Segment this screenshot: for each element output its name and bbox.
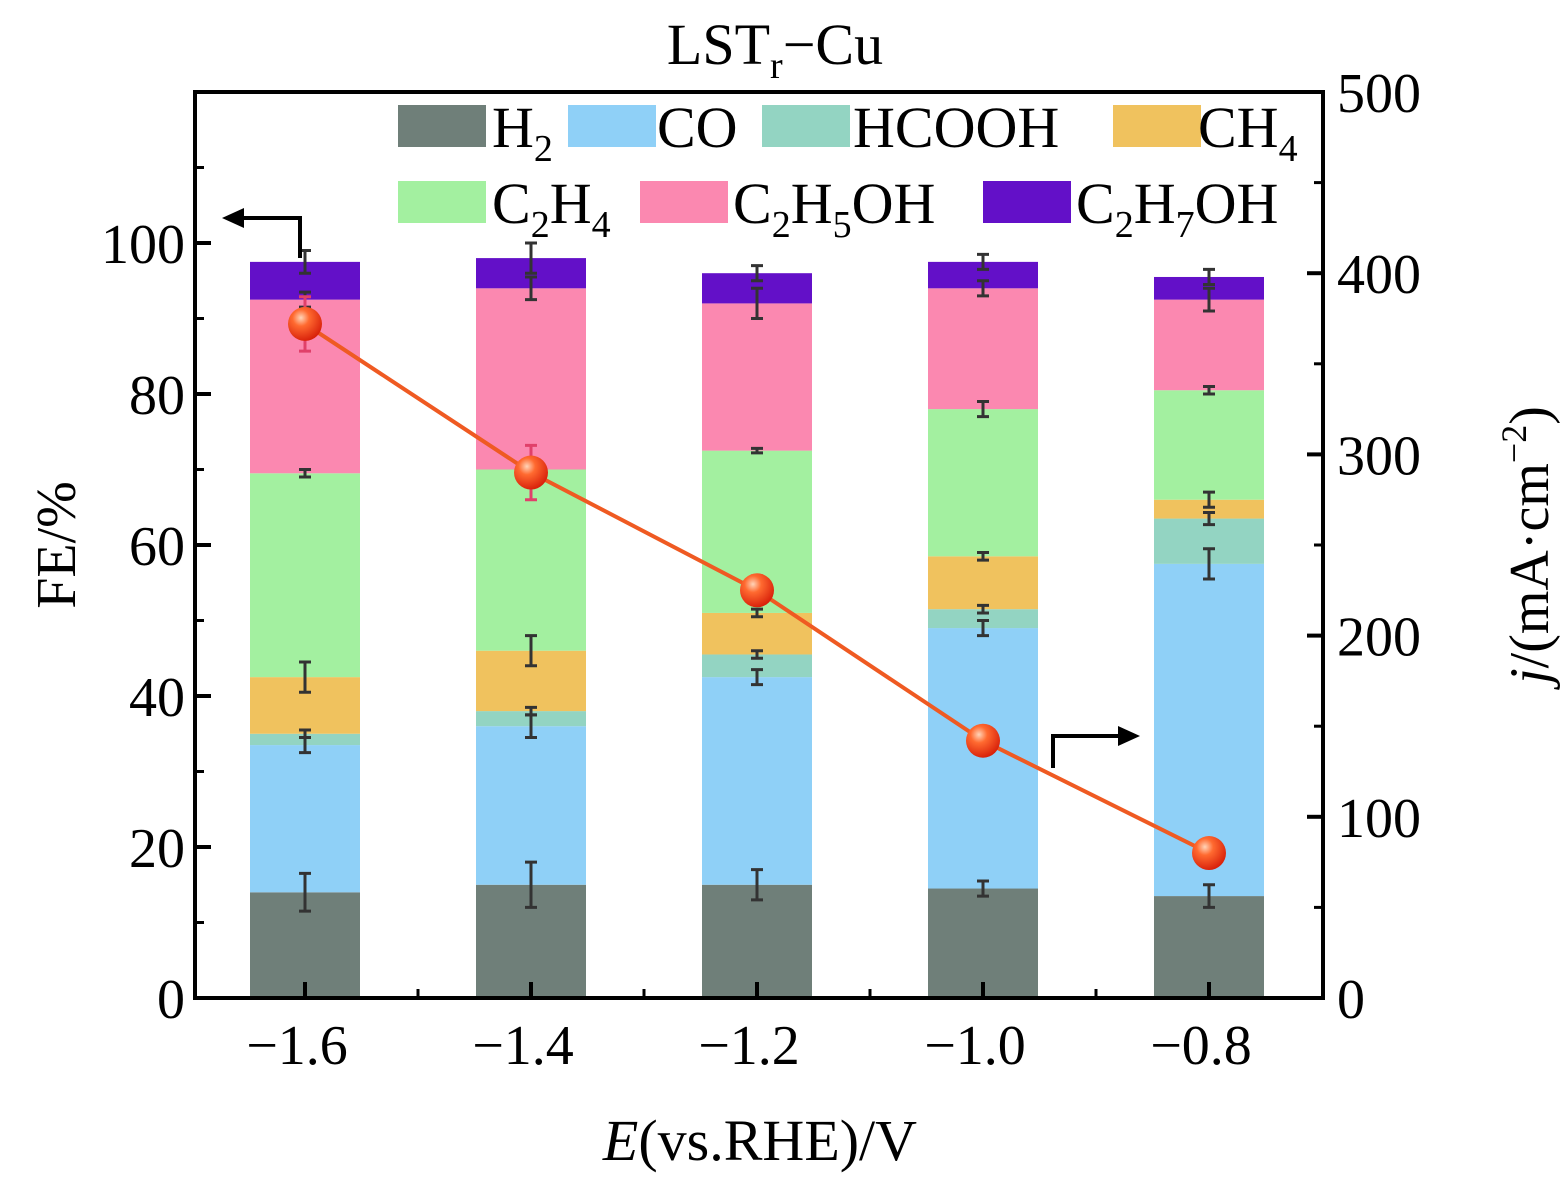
error-bar-c2h4-2 [751,446,763,455]
error-bar-hcooh-0 [299,728,311,740]
error-bar-c2h5oh-1 [525,275,537,302]
legend-label-co: CO [657,95,738,160]
error-bar-h2-3 [977,879,989,898]
error-bar-c2h7oh-2 [751,264,763,283]
y-tick-label-0: 0 [157,969,185,1031]
bar-c2h4-0 [250,473,360,678]
current-density-point-0 [288,306,322,341]
legend-label-c2h7oh: C2H7OH [1076,171,1278,246]
bar-c2h5oh-2 [702,303,812,451]
y-tick-label-1: 20 [129,818,185,880]
legend-swatch-co [568,105,656,147]
bar-c2h4-3 [928,409,1038,557]
bar-c2h5oh-1 [476,288,586,470]
chart-title: LSTr−Cu [667,12,883,87]
left-axis-arrowhead [222,208,244,228]
y-tick-label-4: 80 [129,365,185,427]
error-bar-ch4-4 [1203,490,1215,509]
error-bar-hcooh-4 [1203,511,1215,527]
error-bar-c2h5oh-4 [1203,286,1215,313]
right-axis-arrowhead [1118,726,1140,746]
bar-c2h4-4 [1154,390,1264,500]
bar-ch4-3 [928,556,1038,610]
legend-label-c2h4: C2H4 [492,171,611,246]
error-bar-hcooh-2 [751,649,763,660]
bar-c2h5oh-4 [1154,299,1264,391]
error-bar-co-2 [751,668,763,687]
error-bars-layer [299,241,1215,913]
legend-swatch-h2 [398,105,486,147]
y-axis-title: FE/% [26,481,88,609]
error-bar-co-3 [977,619,989,638]
error-bar-c2h5oh-2 [751,286,763,320]
bar-co-1 [476,726,586,885]
bar-h2-3 [928,888,1038,998]
y2-axis-title: j/(mA·cm−2) [1494,406,1561,690]
error-bar-ch4-2 [751,607,763,619]
y2-tick-label-3: 300 [1337,425,1421,487]
legend-label-c2h5oh: C2H5OH [733,171,935,246]
legend-swatch-c2h5oh [640,181,728,223]
error-bar-ch4-3 [977,551,989,562]
y2-tick-label-5: 500 [1337,63,1421,125]
bar-co-2 [702,677,812,885]
axes-layer: 0 20 40 60 80 100 0 100 200 300 400 500 −1.6 −1.4 −1.2… [101,63,1421,1077]
error-bar-c2h4-3 [977,400,989,419]
legend: H2 CO HCOOH CH4 C2H4 C2H5OH C2H7OH [398,95,1298,246]
x-tick-label-1: −1.4 [472,1015,574,1077]
bar-hcooh-3 [928,609,1038,629]
error-bar-c2h4-4 [1203,384,1215,396]
x-tick-label-0: −1.6 [246,1015,348,1077]
x-tick-label-4: −0.8 [1150,1015,1252,1077]
y-tick-label-2: 40 [129,667,185,729]
x-tick-label-2: −1.2 [698,1015,800,1077]
y2-tick-label-0: 0 [1337,969,1365,1031]
x-tick-label-3: −1.0 [924,1015,1026,1077]
y2-tick-label-1: 100 [1337,788,1421,850]
bar-hcooh-2 [702,654,812,678]
bar-h2-2 [702,884,812,998]
y2-tick-label-2: 200 [1337,607,1421,669]
error-bar-c2h7oh-4 [1203,267,1215,287]
legend-swatch-c2h7oh [983,181,1071,223]
error-bar-c2h7oh-1 [525,241,537,275]
legend-swatch-hcooh [762,105,850,147]
legend-swatch-ch4 [1113,105,1201,147]
bar-h2-4 [1154,896,1264,998]
bar-c2h5oh-3 [928,288,1038,410]
error-bar-hcooh-3 [977,603,989,615]
current-density-point-4 [1192,836,1226,871]
legend-label-h2: H2 [492,95,553,170]
legend-label-hcooh: HCOOH [853,95,1059,160]
left-axis-arrow [238,216,302,258]
bar-co-0 [250,745,360,893]
x-axis-title: E(vs.RHE)/V [602,1108,917,1173]
error-bar-hcooh-1 [525,705,537,717]
current-density-line-layer [288,295,1226,871]
error-bar-ch4-1 [525,634,537,668]
error-bar-h2-4 [1203,883,1215,909]
error-bar-ch4-0 [299,660,311,694]
bar-ch4-2 [702,612,812,655]
error-bar-h2-0 [299,871,311,913]
error-bar-c2h5oh-3 [977,279,989,298]
y-tick-label-5: 100 [101,214,185,276]
right-axis-arrow [1051,734,1120,768]
y2-tick-label-4: 400 [1337,244,1421,306]
y-tick-label-3: 60 [129,516,185,578]
bar-ch4-4 [1154,499,1264,519]
error-bar-h2-1 [525,860,537,909]
error-bar-co-4 [1203,547,1215,581]
current-density-point-1 [514,455,548,490]
legend-label-ch4: CH4 [1198,95,1298,170]
legend-swatch-c2h4 [398,181,486,223]
current-density-point-3 [966,723,1000,758]
error-bar-c2h4-0 [299,468,311,479]
error-bar-c2h7oh-3 [977,252,989,271]
error-bar-h2-2 [751,868,763,902]
current-density-point-2 [740,573,774,608]
